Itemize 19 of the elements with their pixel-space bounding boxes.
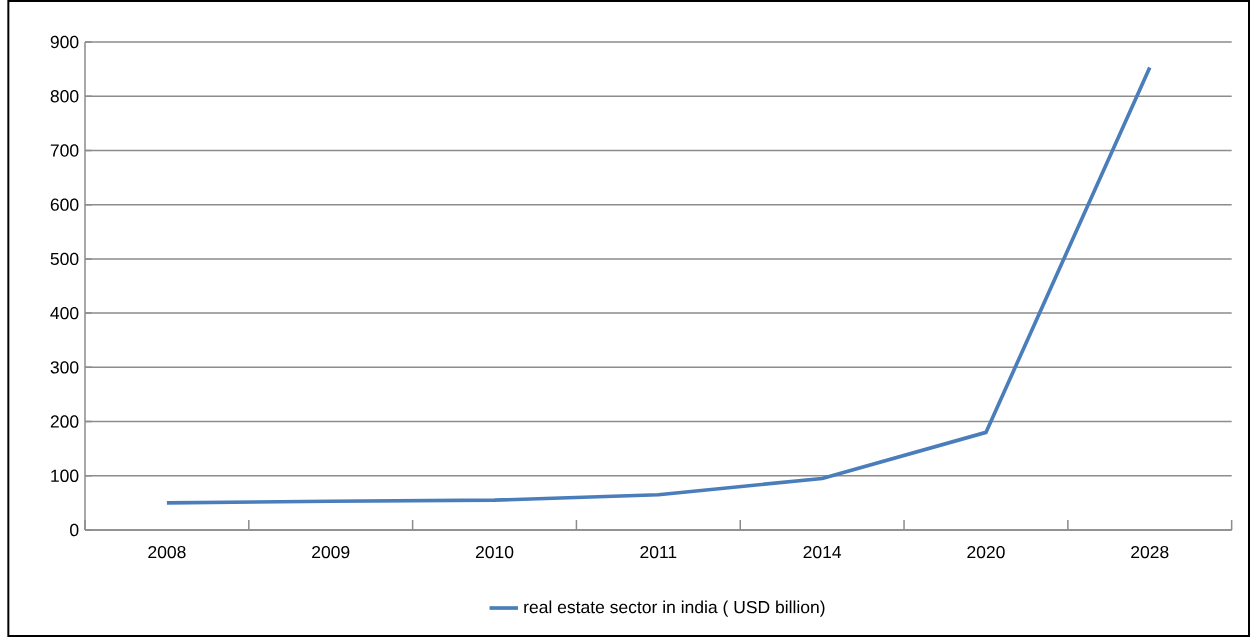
y-tick-label: 700 xyxy=(50,144,79,157)
x-tick-label: 2010 xyxy=(475,545,514,559)
x-tick-label: 2011 xyxy=(640,545,677,559)
y-tick-label: 500 xyxy=(50,252,79,266)
x-tick-label: 2020 xyxy=(967,545,1005,559)
legend-label: real estate sector in india ( USD billion) xyxy=(524,600,825,617)
y-tick-label: 200 xyxy=(50,415,79,428)
y-tick-label: 100 xyxy=(51,469,79,482)
x-tick-label: 2009 xyxy=(312,545,350,559)
line-series xyxy=(165,65,1152,505)
y-tick-label: 400 xyxy=(50,306,79,320)
y-tick-label: 300 xyxy=(50,361,79,374)
x-tick-label: 2028 xyxy=(1131,545,1169,559)
y-tick-label: 900 xyxy=(50,35,79,49)
y-tick-label: 800 xyxy=(50,90,79,103)
x-tick-label: 2008 xyxy=(148,545,186,559)
x-tick-label: 2014 xyxy=(803,545,842,559)
y-tick-label: 0 xyxy=(70,523,79,537)
y-tick-label: 600 xyxy=(50,198,79,211)
